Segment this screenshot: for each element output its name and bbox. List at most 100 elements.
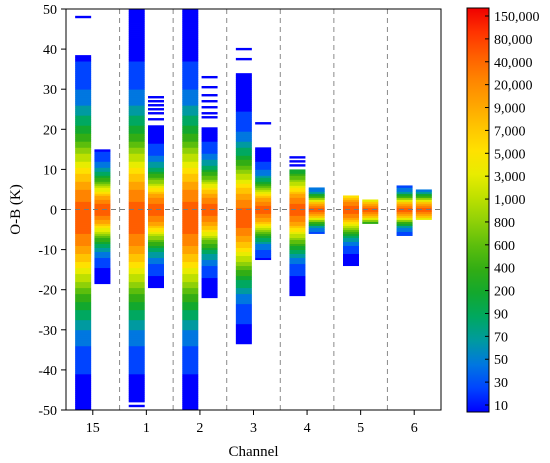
density-cell bbox=[182, 335, 199, 339]
density-cell bbox=[201, 179, 218, 182]
density-cell bbox=[75, 401, 92, 405]
density-cell bbox=[201, 211, 218, 214]
density-cell bbox=[182, 103, 199, 106]
density-cell bbox=[182, 125, 199, 128]
density-cell bbox=[308, 189, 325, 192]
density-cell bbox=[128, 371, 145, 375]
density-cell bbox=[255, 159, 272, 162]
density-cell bbox=[182, 333, 199, 337]
density-cell bbox=[255, 217, 272, 220]
histogram-2-left bbox=[182, 9, 199, 411]
density-cell bbox=[235, 169, 252, 172]
density-cell bbox=[289, 253, 306, 257]
density-cell bbox=[75, 395, 92, 399]
density-cell bbox=[201, 221, 218, 224]
density-cell bbox=[255, 197, 272, 200]
density-cell bbox=[343, 243, 359, 246]
density-cell bbox=[182, 299, 199, 303]
density-cell bbox=[94, 267, 111, 271]
density-cell bbox=[128, 269, 145, 273]
density-cell bbox=[128, 127, 145, 130]
density-cell bbox=[75, 103, 92, 106]
density-cell bbox=[308, 193, 325, 196]
density-cell bbox=[128, 209, 145, 212]
density-cell bbox=[75, 341, 92, 345]
outlier-bin bbox=[148, 112, 164, 115]
density-cell bbox=[75, 355, 92, 359]
density-cell bbox=[235, 133, 252, 136]
density-cell bbox=[362, 199, 379, 202]
density-cell bbox=[235, 135, 252, 138]
density-cell bbox=[235, 287, 252, 291]
density-cell bbox=[235, 207, 252, 210]
density-cell bbox=[308, 209, 325, 212]
density-cell bbox=[235, 111, 252, 114]
density-cell bbox=[75, 225, 92, 228]
density-cell bbox=[396, 187, 413, 190]
density-cell bbox=[148, 183, 164, 186]
density-cell bbox=[182, 127, 199, 130]
density-cell bbox=[235, 115, 252, 118]
density-cell bbox=[148, 145, 164, 148]
density-cell bbox=[75, 183, 92, 186]
density-cell bbox=[182, 115, 199, 118]
density-cell bbox=[415, 189, 432, 192]
density-cell bbox=[362, 201, 379, 204]
density-cell bbox=[128, 93, 145, 96]
density-cell bbox=[128, 225, 145, 228]
density-cell bbox=[289, 179, 306, 182]
density-cell bbox=[75, 149, 92, 152]
x-tick-label: 3 bbox=[250, 421, 257, 436]
density-cell bbox=[75, 155, 92, 158]
density-cell bbox=[94, 151, 111, 154]
density-cell bbox=[201, 201, 218, 204]
density-cell bbox=[182, 343, 199, 347]
density-cell bbox=[128, 199, 145, 202]
density-cell bbox=[182, 169, 199, 172]
density-cell bbox=[201, 261, 218, 265]
density-cell bbox=[289, 211, 306, 214]
density-cell bbox=[128, 215, 145, 218]
density-cell bbox=[182, 117, 199, 120]
density-cell bbox=[128, 377, 145, 381]
density-cell bbox=[182, 245, 199, 248]
density-cell bbox=[128, 389, 145, 393]
density-cell bbox=[128, 45, 145, 48]
density-cell bbox=[415, 209, 432, 212]
density-cell bbox=[235, 213, 252, 216]
density-cell bbox=[182, 327, 199, 331]
density-cell bbox=[235, 285, 252, 289]
density-cell bbox=[75, 271, 92, 275]
density-cell bbox=[148, 239, 164, 242]
density-cell bbox=[75, 117, 92, 120]
density-cell bbox=[182, 397, 199, 401]
y-axis-title: O-B (K) bbox=[8, 184, 24, 234]
colorbar-label: 90 bbox=[494, 307, 508, 322]
density-cell bbox=[415, 193, 432, 196]
density-cell bbox=[182, 351, 199, 355]
density-cell bbox=[182, 35, 199, 38]
density-cell bbox=[128, 143, 145, 146]
density-cell bbox=[235, 289, 252, 293]
density-cell bbox=[289, 171, 306, 174]
density-cell bbox=[128, 287, 145, 291]
density-cell bbox=[75, 143, 92, 146]
density-cell bbox=[182, 247, 199, 250]
density-cell bbox=[94, 245, 111, 248]
density-cell bbox=[128, 23, 145, 26]
histogram-5-left bbox=[343, 195, 359, 267]
density-cell bbox=[182, 155, 199, 158]
density-cell bbox=[75, 333, 92, 337]
density-cell bbox=[182, 123, 199, 126]
density-cell bbox=[289, 279, 306, 283]
density-cell bbox=[75, 239, 92, 242]
density-cell bbox=[94, 251, 111, 255]
density-cell bbox=[75, 293, 92, 297]
density-cell bbox=[94, 239, 111, 242]
density-cell bbox=[182, 229, 199, 232]
density-cell bbox=[128, 305, 145, 309]
density-cell bbox=[128, 201, 145, 204]
density-cell bbox=[255, 149, 272, 152]
outlier-bin bbox=[148, 104, 164, 107]
density-cell bbox=[182, 27, 199, 30]
